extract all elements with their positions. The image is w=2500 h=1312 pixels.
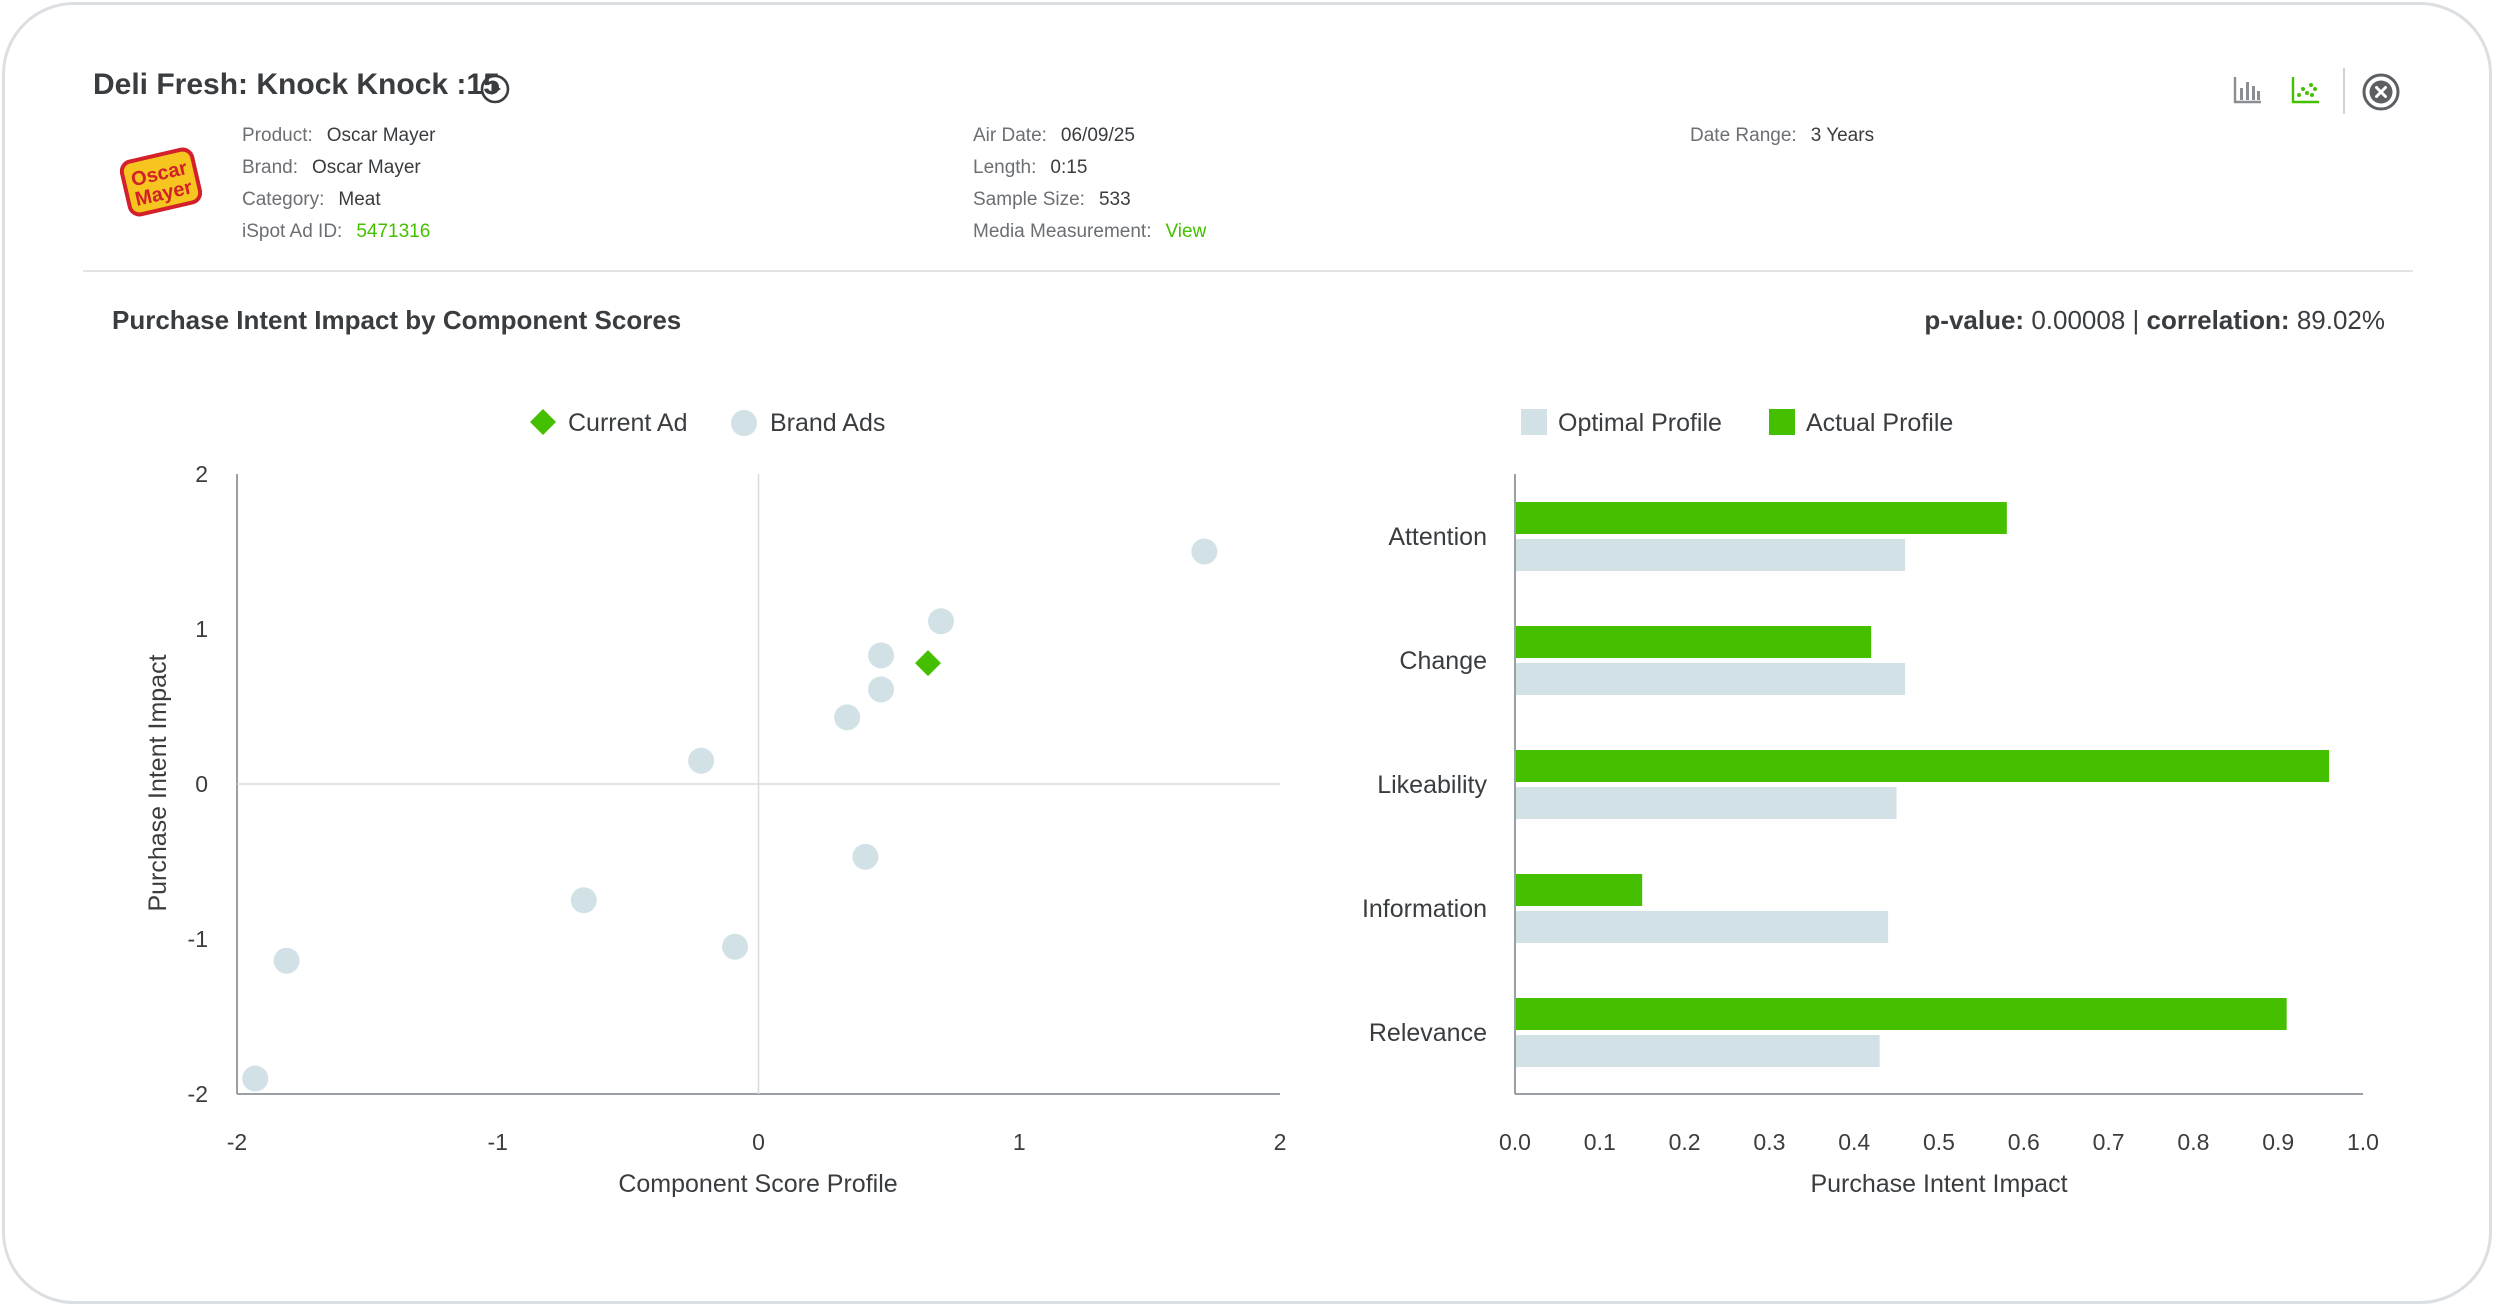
- actual-profile-bar: [1516, 626, 1872, 658]
- bar-category-label: Relevance: [1369, 1019, 1487, 1047]
- bar-x-tick-label: 0.7: [2093, 1129, 2125, 1155]
- brand-logo: Oscar Mayer: [120, 147, 202, 217]
- scatter-chart-icon[interactable]: [2290, 74, 2322, 106]
- bar-category-label: Attention: [1388, 523, 1487, 551]
- meta-sample-size: Sample Size: 533: [973, 189, 1131, 210]
- brand-ad-point: [722, 933, 749, 960]
- section-title: Purchase Intent Impact by Component Scor…: [112, 305, 682, 335]
- meta-air-date: Air Date: 06/09/25: [973, 125, 1135, 146]
- play-icon[interactable]: [480, 74, 510, 104]
- bar-x-tick-label: 0.1: [1584, 1129, 1616, 1155]
- header-divider: [83, 270, 2413, 272]
- optimal-profile-bar: [1516, 1035, 1880, 1067]
- bar-x-tick-label: 0.2: [1669, 1129, 1701, 1155]
- scatter-y-tick-label: -1: [188, 926, 208, 952]
- meta-brand: Brand: Oscar Mayer: [242, 157, 421, 178]
- bar-x-axis-label: Purchase Intent Impact: [1810, 1170, 2067, 1198]
- scatter-x-tick-label: 2: [1274, 1129, 1287, 1155]
- bar-category-label: Likeability: [1377, 771, 1487, 799]
- media-view-link[interactable]: View: [1165, 221, 1207, 242]
- scatter-y-tick-label: 2: [195, 461, 208, 487]
- meta-product: Product: Oscar Mayer: [242, 125, 436, 146]
- bar-category-label: Information: [1362, 895, 1487, 923]
- optimal-profile-bar: [1516, 787, 1897, 819]
- scatter-x-axis-label: Component Score Profile: [618, 1170, 897, 1198]
- brand-ad-point: [868, 642, 895, 669]
- brand-ad-point: [273, 947, 300, 974]
- charts-area: Current Ad Brand Ads Component Score Pro…: [144, 409, 2379, 1198]
- bar-chart: Purchase Intent Impact 0.0 0.1 0.2 0.3 0.4 0.…: [1362, 474, 2379, 1198]
- optimal-profile-bar: [1516, 663, 1906, 695]
- stats-summary: p-value: 0.00008 | correlation: 89.02%: [1924, 305, 2385, 335]
- bar-x-tick-label: 0.8: [2177, 1129, 2209, 1155]
- ad-id-link[interactable]: 5471316: [356, 221, 431, 242]
- actual-profile-bar: [1516, 998, 2287, 1030]
- meta-media-measurement: Media Measurement: View: [973, 221, 1207, 242]
- meta-ad-id: iSpot Ad ID: 5471316: [242, 221, 431, 242]
- bar-x-tick-label: 0.0: [1499, 1129, 1531, 1155]
- close-icon[interactable]: [2361, 72, 2401, 112]
- brand-ad-point: [852, 843, 879, 870]
- brand-ad-point: [868, 676, 895, 703]
- brand-ad-point: [570, 887, 597, 914]
- legend-optimal-profile: Optimal Profile: [1558, 409, 1722, 437]
- correlation-value: 89.02%: [2296, 305, 2385, 335]
- meta-length: Length: 0:15: [973, 157, 1088, 178]
- legend-optimal-marker: [1521, 409, 1547, 435]
- actual-profile-bar: [1516, 750, 2330, 782]
- actual-profile-bar: [1516, 502, 2007, 534]
- legend-actual-marker: [1769, 409, 1795, 435]
- brand-ad-point: [242, 1065, 269, 1092]
- bar-x-tick-label: 1.0: [2347, 1129, 2379, 1155]
- scatter-y-axis-label: Purchase Intent Impact: [144, 654, 172, 911]
- brand-ad-point: [834, 704, 861, 731]
- stats-separator: |: [2132, 305, 2140, 335]
- scatter-y-tick-label: -2: [188, 1081, 208, 1107]
- current-ad-point: [914, 650, 941, 677]
- scatter-y-tick-label: 0: [195, 771, 208, 797]
- scatter-x-tick-label: 0: [752, 1129, 765, 1155]
- scatter-chart: Component Score Profile Purchase Intent …: [144, 461, 1286, 1198]
- optimal-profile-bar: [1516, 539, 1906, 571]
- brand-ad-point: [688, 747, 715, 774]
- meta-category: Category: Meat: [242, 189, 381, 210]
- toolbar-divider: [2343, 68, 2345, 114]
- bar-x-tick-label: 0.6: [2008, 1129, 2040, 1155]
- bar-x-tick-label: 0.3: [1753, 1129, 1785, 1155]
- scatter-x-tick-label: -1: [488, 1129, 508, 1155]
- scatter-y-tick-label: 1: [195, 616, 208, 642]
- optimal-profile-bar: [1516, 911, 1889, 943]
- meta-date-range: Date Range: 3 Years: [1690, 125, 1875, 146]
- scatter-x-tick-label: 1: [1013, 1129, 1026, 1155]
- legend-current-ad-marker: [530, 409, 556, 435]
- scatter-x-tick-label: -2: [227, 1129, 247, 1155]
- bar-category-label: Change: [1399, 647, 1487, 675]
- scatter-legend: Current Ad Brand Ads: [530, 409, 885, 437]
- bar-x-tick-label: 0.4: [1838, 1129, 1870, 1155]
- bar-x-tick-label: 0.5: [1923, 1129, 1955, 1155]
- p-value: 0.00008: [2031, 305, 2126, 335]
- legend-current-ad: Current Ad: [568, 409, 688, 437]
- bar-legend: Optimal Profile Actual Profile: [1521, 409, 1953, 437]
- brand-ad-point: [1191, 538, 1218, 565]
- bar-x-tick-label: 0.9: [2262, 1129, 2294, 1155]
- brand-ad-point: [928, 608, 955, 635]
- legend-brand-ads: Brand Ads: [770, 409, 885, 437]
- bar-chart-icon[interactable]: [2232, 74, 2264, 106]
- legend-brand-ads-marker: [731, 410, 757, 436]
- actual-profile-bar: [1516, 874, 1643, 906]
- legend-actual-profile: Actual Profile: [1806, 409, 1953, 437]
- ad-title: Deli Fresh: Knock Knock :15: [93, 68, 500, 101]
